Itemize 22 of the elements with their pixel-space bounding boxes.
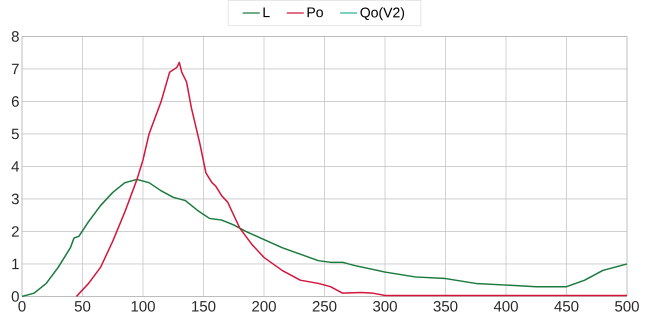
y-tick-label: 5: [12, 128, 19, 139]
y-tick-label: 7: [12, 64, 19, 74]
y-tick-label: 3: [12, 193, 19, 204]
y-tick-label: 8: [12, 30, 19, 42]
legend-label: Po: [308, 7, 323, 18]
y-tick-label: 1: [12, 258, 19, 269]
legend-label: L: [263, 7, 270, 17]
x-tick-label: 350: [434, 300, 458, 312]
x-tick-label: 100: [132, 300, 155, 312]
y-tick-label: 4: [11, 161, 20, 172]
x-tick-label: 300: [373, 300, 397, 312]
x-tick-label: 500: [615, 300, 639, 312]
y-tick-label: 2: [12, 226, 19, 236]
x-tick-label: 400: [494, 300, 518, 312]
x-tick-label: 250: [312, 300, 336, 312]
legend-label: Qo(V2): [360, 6, 404, 20]
x-tick-label: 150: [192, 300, 216, 312]
x-tick-label: 450: [554, 300, 578, 312]
x-tick-label: 50: [74, 300, 90, 312]
x-tick-label: 200: [252, 300, 276, 312]
y-tick-label: 6: [12, 96, 19, 107]
y-tick-label: 0: [12, 290, 19, 302]
